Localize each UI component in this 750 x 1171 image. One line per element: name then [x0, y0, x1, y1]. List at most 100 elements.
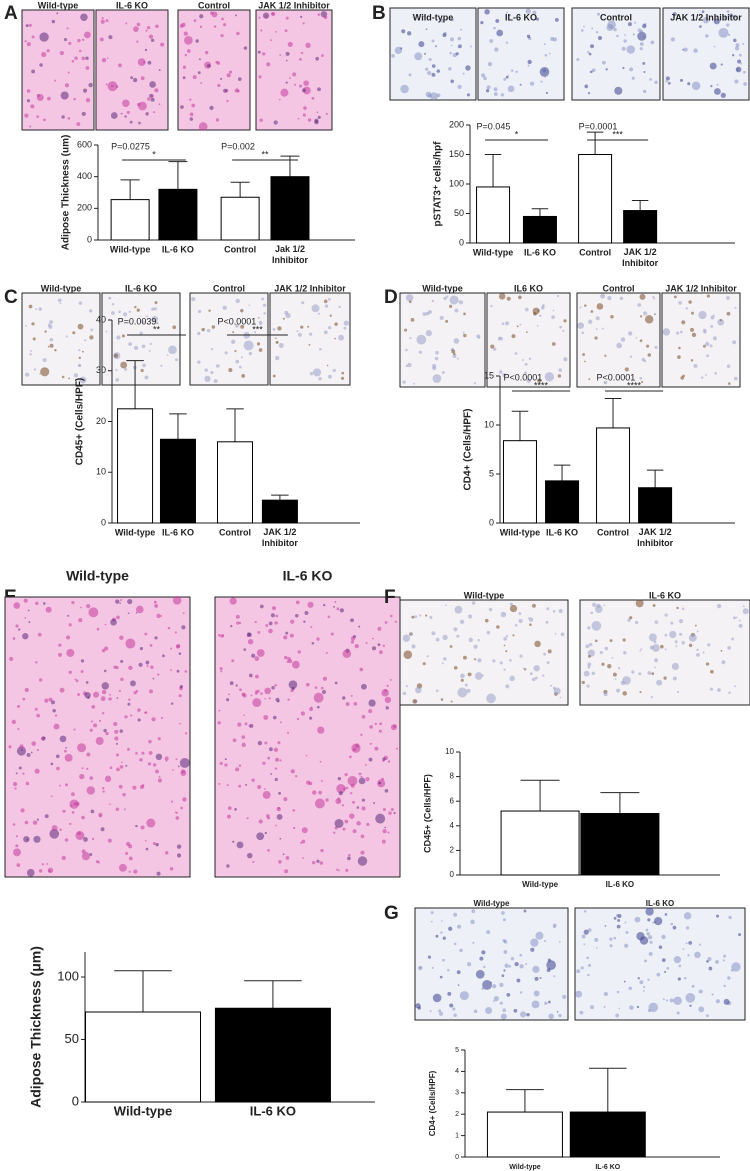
tissue-texture [543, 652, 547, 656]
tissue-texture [334, 681, 338, 685]
tissue-texture [157, 737, 161, 741]
y-tick-label: 600 [77, 139, 92, 149]
tissue-texture [229, 70, 233, 74]
tissue-texture [639, 339, 643, 343]
micrograph [579, 599, 750, 706]
y-tick-label: 20 [96, 416, 106, 426]
tissue-texture [34, 768, 40, 774]
tissue-texture [289, 77, 291, 80]
tissue-texture [583, 670, 590, 677]
tissue-texture [607, 663, 612, 669]
tissue-texture [456, 357, 459, 360]
tissue-texture [723, 998, 730, 1005]
tissue-texture [550, 684, 553, 687]
y-tick-label: 8 [450, 772, 455, 781]
tissue-texture [616, 34, 619, 38]
tissue-texture [587, 662, 592, 667]
tissue-texture [145, 847, 149, 851]
bar [638, 487, 673, 524]
tissue-texture [181, 625, 186, 630]
tissue-texture [429, 615, 433, 619]
tissue-texture [56, 12, 59, 15]
tissue-texture [150, 665, 154, 669]
tissue-texture [287, 698, 290, 701]
tissue-texture [541, 306, 545, 310]
tissue-texture [599, 651, 603, 655]
tissue-texture [615, 688, 621, 693]
tissue-texture [664, 913, 668, 916]
micrograph [95, 9, 169, 131]
tissue-texture [301, 827, 308, 834]
significance-stars: **** [534, 380, 549, 390]
tissue-texture [218, 782, 221, 785]
tissue-texture [477, 639, 480, 642]
tissue-texture [614, 678, 617, 680]
tissue-texture [279, 837, 282, 840]
tissue-texture [289, 633, 294, 638]
tissue-texture [718, 27, 729, 38]
tissue-texture [678, 300, 682, 305]
tissue-texture [189, 117, 194, 121]
tissue-texture [81, 767, 84, 770]
tissue-texture [484, 618, 489, 623]
bar [85, 1011, 201, 1103]
tissue-texture [529, 672, 533, 676]
tissue-texture [291, 660, 300, 669]
tissue-texture [612, 672, 617, 677]
tissue-texture [184, 53, 188, 57]
tissue-texture [257, 631, 261, 634]
tissue-texture [442, 33, 447, 38]
significance-stars: * [152, 149, 156, 159]
tissue-texture [590, 310, 594, 313]
y-tick-label: 0 [87, 234, 92, 244]
tissue-texture [594, 605, 603, 614]
tissue-texture [688, 300, 692, 304]
micrograph [661, 292, 741, 388]
tissue-texture [13, 848, 21, 857]
tissue-texture [122, 793, 126, 797]
tissue-texture [255, 674, 259, 679]
tissue-texture [342, 696, 346, 700]
tissue-texture [408, 300, 412, 304]
tissue-texture [199, 25, 203, 29]
tissue-texture [650, 696, 653, 699]
tissue-texture [157, 778, 162, 783]
tissue-texture [83, 837, 88, 842]
tissue-texture [587, 963, 592, 967]
tissue-texture [544, 939, 547, 943]
tissue-texture [144, 632, 148, 636]
tissue-texture [124, 367, 128, 371]
tissue-texture [28, 621, 31, 624]
tissue-texture [643, 311, 648, 316]
tissue-texture [326, 364, 329, 367]
tissue-texture [439, 1011, 444, 1016]
tissue-texture [137, 58, 146, 67]
tissue-texture [411, 615, 415, 619]
tissue-texture [652, 604, 656, 607]
x-tick-label: JAK 1/2 Inhibitor [262, 527, 298, 548]
tissue-texture [676, 606, 679, 610]
tissue-texture [310, 626, 313, 628]
tissue-texture [354, 644, 359, 649]
tissue-texture [710, 315, 715, 320]
tissue-texture [482, 979, 492, 990]
tissue-texture [641, 381, 644, 384]
tissue-texture [234, 14, 237, 17]
tissue-texture [702, 344, 706, 348]
tissue-texture [254, 331, 257, 334]
tissue-texture [148, 751, 153, 755]
tissue-texture [234, 808, 237, 811]
tissue-texture [334, 337, 336, 340]
tissue-texture [526, 34, 531, 39]
tissue-texture [654, 916, 663, 926]
x-tick-label: IL-6 KO [595, 1164, 620, 1171]
tissue-texture [442, 634, 448, 641]
tissue-texture [652, 296, 655, 299]
tissue-texture [327, 374, 332, 379]
tissue-texture [294, 774, 298, 778]
tissue-texture [350, 783, 355, 788]
tissue-texture [384, 826, 387, 829]
tissue-texture [18, 766, 22, 770]
tissue-texture [484, 9, 490, 15]
